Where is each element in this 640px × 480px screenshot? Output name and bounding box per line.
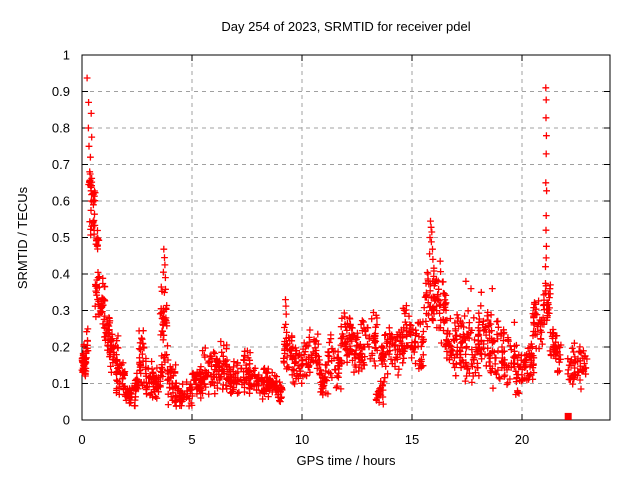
plot-title: Day 254 of 2023, SRMTID for receiver pde… <box>221 19 470 34</box>
x-tick-label: 20 <box>515 432 529 447</box>
y-tick-label: 1 <box>63 48 70 63</box>
y-tick-label: 0.9 <box>52 84 70 99</box>
x-axis-label: GPS time / hours <box>297 453 396 468</box>
plot-frame <box>81 54 611 421</box>
y-tick-label: 0.8 <box>52 121 70 136</box>
y-tick-label: 0.7 <box>52 157 70 172</box>
x-tick-label: 0 <box>78 432 85 447</box>
x-tick-label: 10 <box>295 432 309 447</box>
square-marker <box>564 412 572 420</box>
y-tick-label: 0.6 <box>52 194 70 209</box>
axis-ticks <box>81 54 610 421</box>
tick-label-layer: 0 5 10 15 20 0 0.1 0.2 0.3 0.4 0.5 0.6 0.7 0.8 0.9 1 <box>52 48 529 448</box>
y-tick-label: 0.4 <box>52 267 70 282</box>
y-tick-label: 0 <box>63 413 70 428</box>
x-tick-label: 15 <box>405 432 419 447</box>
data-points-layer <box>78 74 591 420</box>
y-tick-label: 0.2 <box>52 340 70 355</box>
scatter-plus-markers <box>78 74 591 410</box>
x-tick-label: 5 <box>188 432 195 447</box>
y-axis-label: SRMTID / TECUs <box>15 186 30 289</box>
y-tick-label: 0.3 <box>52 303 70 318</box>
y-tick-label: 0.1 <box>52 376 70 391</box>
y-tick-label: 0.5 <box>52 230 70 245</box>
